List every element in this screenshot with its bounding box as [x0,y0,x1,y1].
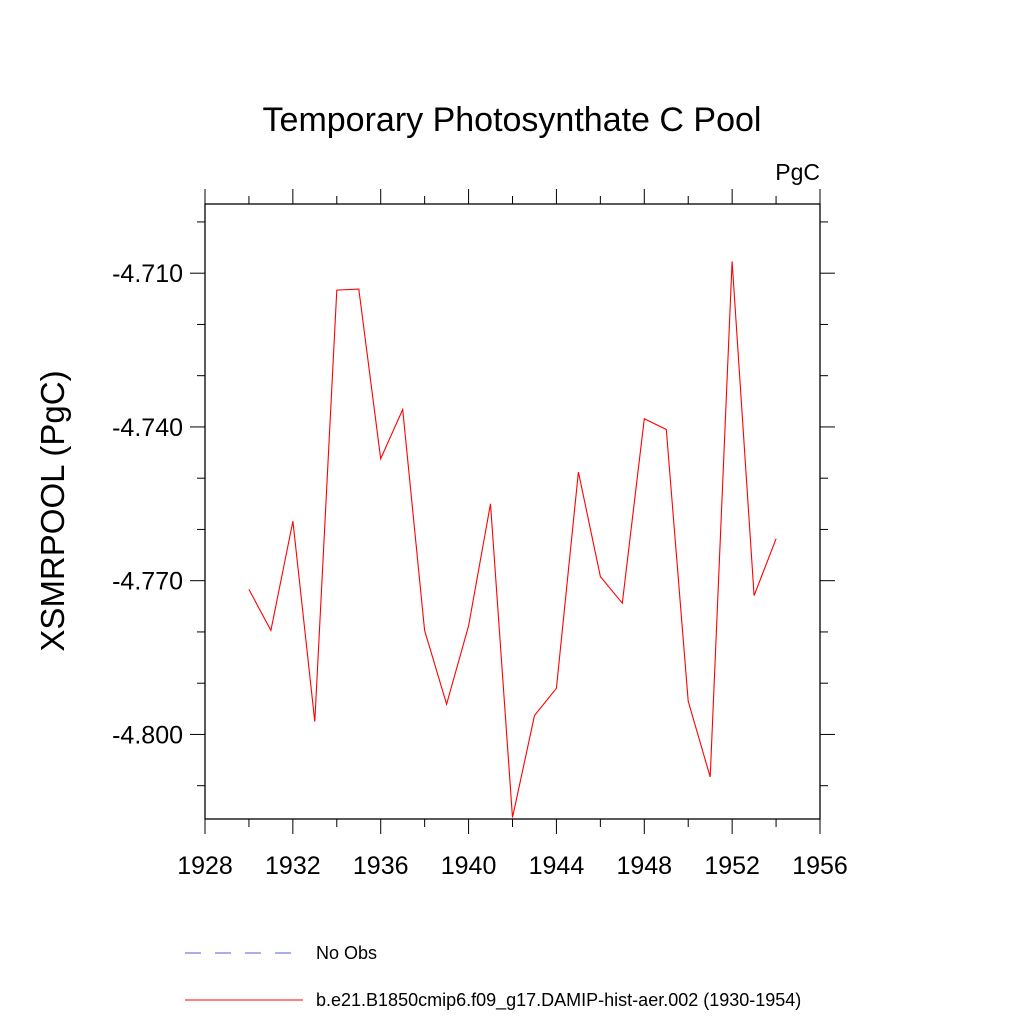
x-tick-label: 1928 [177,852,233,880]
y-tick-label: -4.800 [112,721,183,749]
legend-label-model-run: b.e21.B1850cmip6.f09_g17.DAMIP-hist-aer.… [316,990,801,1011]
x-tick-label: 1932 [265,852,321,880]
y-tick-label: -4.710 [112,260,183,288]
chart-title: Temporary Photosynthate C Pool [263,101,762,139]
legend-label-no-obs: No Obs [316,943,377,963]
axis-ticks [190,189,835,834]
legend: No Obs b.e21.B1850cmip6.f09_g17.DAMIP-hi… [185,943,801,1011]
axis-tick-labels: 1928 1932 1936 1940 1944 1948 1952 1956 -4.710 -4… [112,260,848,880]
y-tick-label: -4.740 [112,414,183,442]
x-tick-label: 1944 [529,852,585,880]
series-layer [248,261,777,818]
units-label: PgC [775,159,820,185]
plot-frame [204,203,821,820]
x-tick-label: 1936 [353,852,409,880]
y-axis-label: XSMRPOOL (PgC) [34,370,71,651]
y-tick-label: -4.770 [112,568,183,596]
x-tick-label: 1956 [792,852,848,880]
x-tick-label: 1948 [616,852,672,880]
x-tick-label: 1940 [441,852,497,880]
series-line [248,261,777,818]
x-tick-label: 1952 [704,852,760,880]
